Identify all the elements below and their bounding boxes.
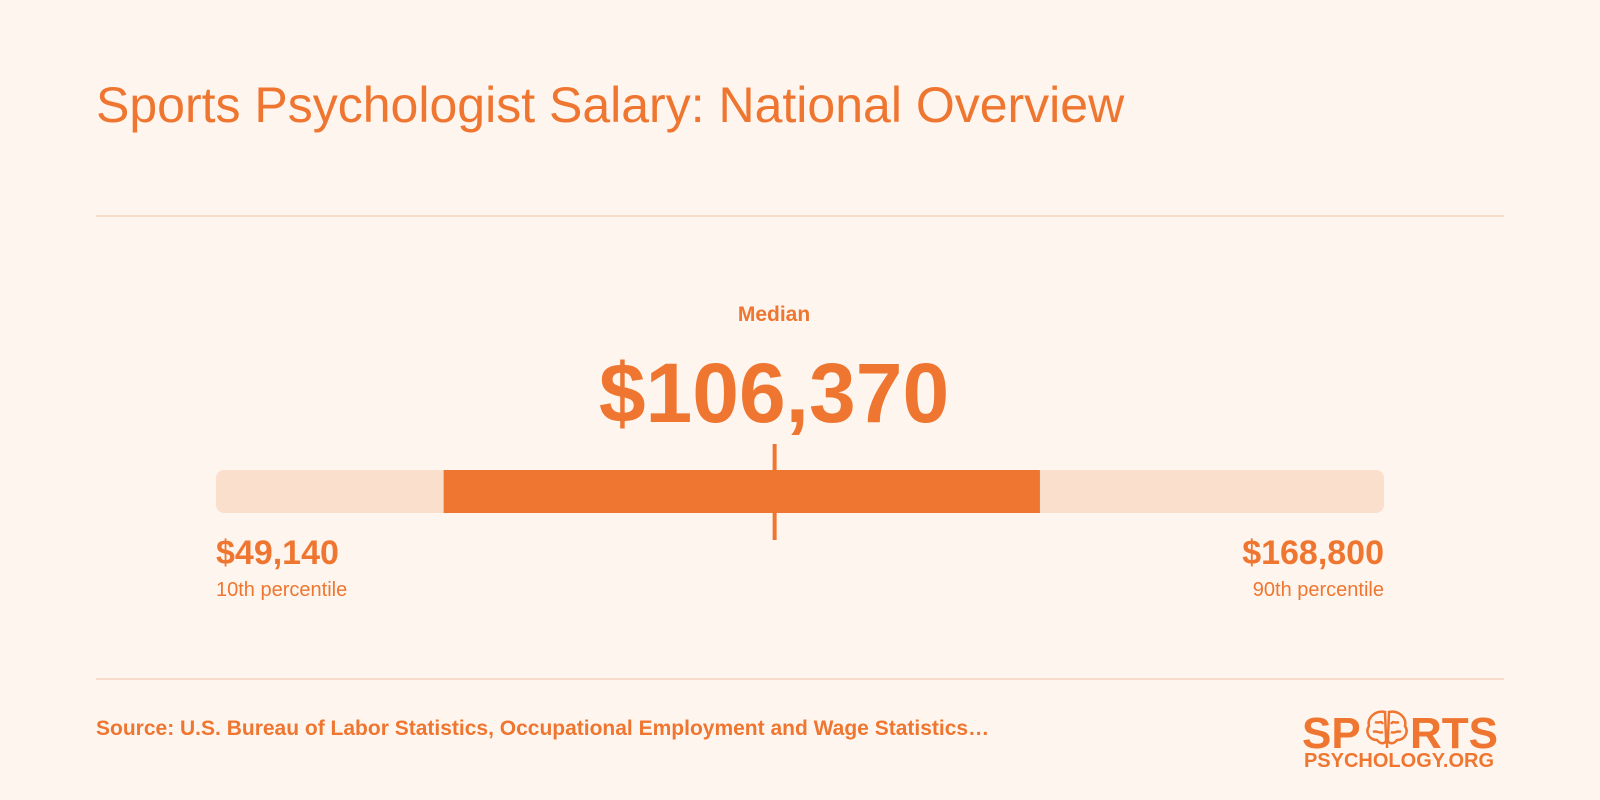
logo-start: SP xyxy=(1302,709,1361,758)
median-title: Median xyxy=(738,303,810,326)
low-caption: 10th percentile xyxy=(216,579,347,601)
range-chart xyxy=(216,444,1384,540)
source: Source: U.S. Bureau of Labor Statistics,… xyxy=(96,717,989,740)
median-value: $106,370 xyxy=(599,346,949,440)
logo-end: RTS xyxy=(1410,709,1498,758)
high-caption: 90th percentile xyxy=(1253,579,1384,601)
brain-icon xyxy=(1366,710,1408,748)
low-value: $49,140 xyxy=(216,534,339,572)
title: Sports Psychologist Salary: National Ove… xyxy=(96,77,1125,133)
range-band xyxy=(443,470,1040,513)
high-value: $168,800 xyxy=(1242,534,1384,572)
logo-domain: PSYCHOLOGY.ORG xyxy=(1304,750,1494,772)
logo: SP RTS PSYCHOLOGY.ORG xyxy=(1302,709,1498,772)
